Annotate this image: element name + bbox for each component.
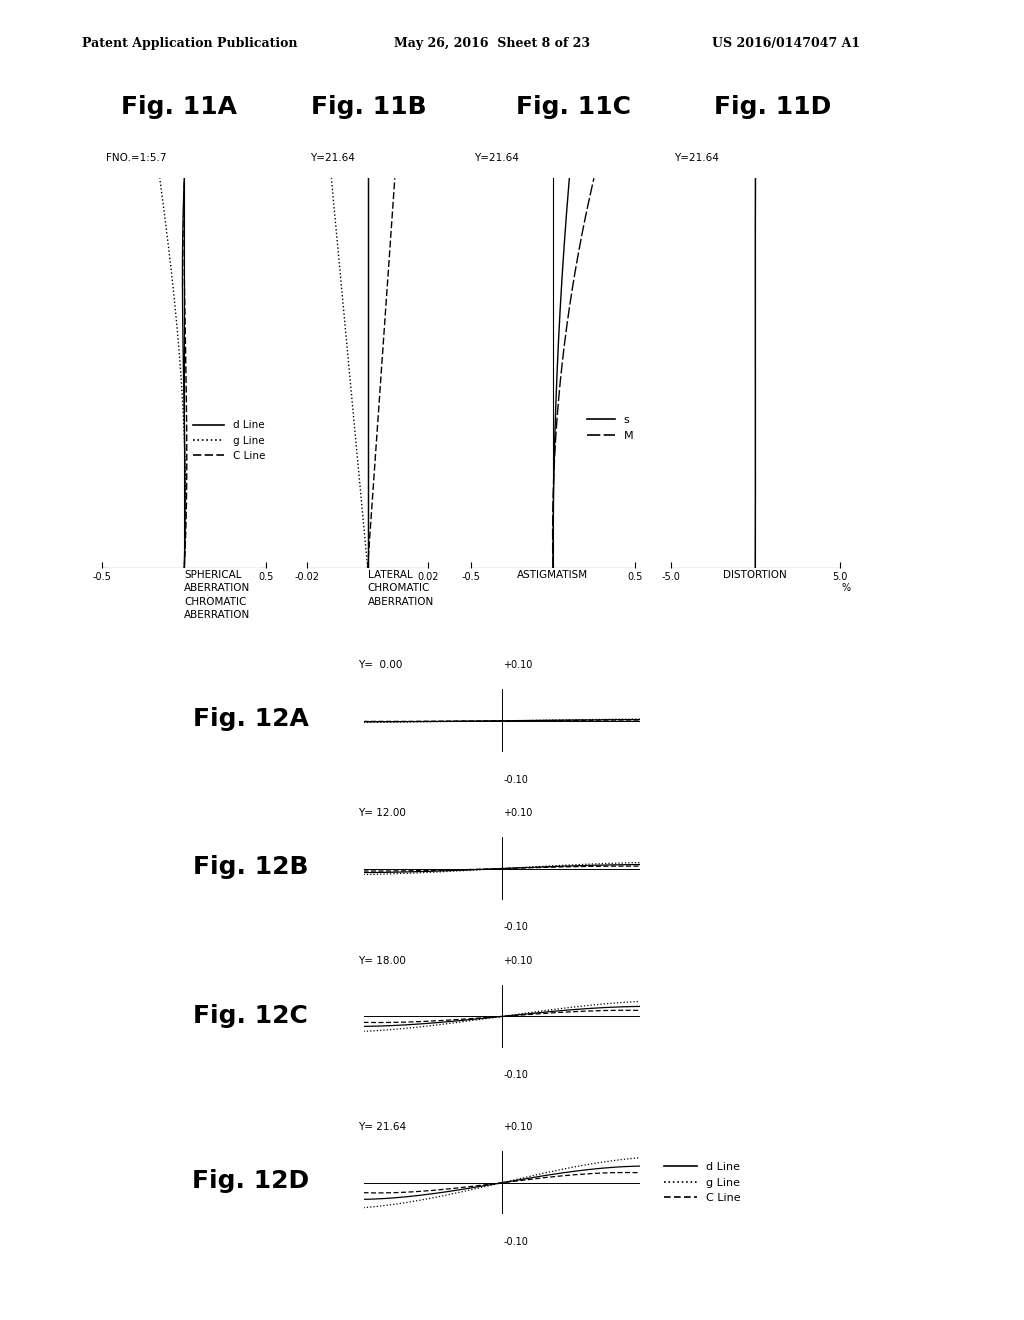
Text: FNO.=1:5.7: FNO.=1:5.7	[105, 153, 166, 162]
Text: Fig. 12A: Fig. 12A	[193, 708, 309, 731]
Text: -0.10: -0.10	[503, 1237, 528, 1246]
Text: +0.10: +0.10	[503, 660, 532, 671]
Text: Fig. 12B: Fig. 12B	[194, 855, 308, 879]
Text: +0.10: +0.10	[503, 956, 532, 966]
Text: Y= 12.00: Y= 12.00	[358, 808, 406, 818]
Legend: d Line, g Line, C Line: d Line, g Line, C Line	[659, 1158, 745, 1208]
Text: Y=21.64: Y=21.64	[674, 153, 719, 162]
Text: ASTIGMATISM: ASTIGMATISM	[517, 570, 589, 581]
Text: -0.10: -0.10	[503, 775, 528, 784]
Text: Y=  0.00: Y= 0.00	[358, 660, 402, 671]
Legend: s, M: s, M	[583, 411, 638, 445]
Text: Patent Application Publication: Patent Application Publication	[82, 37, 297, 50]
Text: Y= 18.00: Y= 18.00	[358, 956, 406, 966]
Text: Y=21.64: Y=21.64	[309, 153, 354, 162]
Text: Fig. 11B: Fig. 11B	[311, 95, 426, 119]
Text: Fig. 11D: Fig. 11D	[715, 95, 831, 119]
Text: %: %	[842, 583, 851, 593]
Text: US 2016/0147047 A1: US 2016/0147047 A1	[712, 37, 860, 50]
Text: +0.10: +0.10	[503, 808, 532, 818]
Text: Y=21.64: Y=21.64	[474, 153, 519, 162]
Text: Fig. 11C: Fig. 11C	[516, 95, 631, 119]
Text: DISTORTION: DISTORTION	[723, 570, 787, 581]
Text: Y= 21.64: Y= 21.64	[358, 1122, 407, 1133]
Text: -0.10: -0.10	[503, 1071, 528, 1080]
Text: -0.10: -0.10	[503, 923, 528, 932]
Text: Fig. 12D: Fig. 12D	[193, 1170, 309, 1193]
Legend: d Line, g Line, C Line: d Line, g Line, C Line	[189, 416, 269, 465]
Text: LATERAL
CHROMATIC
ABERRATION: LATERAL CHROMATIC ABERRATION	[368, 570, 434, 607]
Text: SPHERICAL
ABERRATION
CHROMATIC
ABERRATION: SPHERICAL ABERRATION CHROMATIC ABERRATIO…	[184, 570, 251, 620]
Text: +0.10: +0.10	[503, 1122, 532, 1133]
Text: Fig. 12C: Fig. 12C	[194, 1005, 308, 1028]
Text: Fig. 11A: Fig. 11A	[121, 95, 238, 119]
Text: May 26, 2016  Sheet 8 of 23: May 26, 2016 Sheet 8 of 23	[394, 37, 590, 50]
